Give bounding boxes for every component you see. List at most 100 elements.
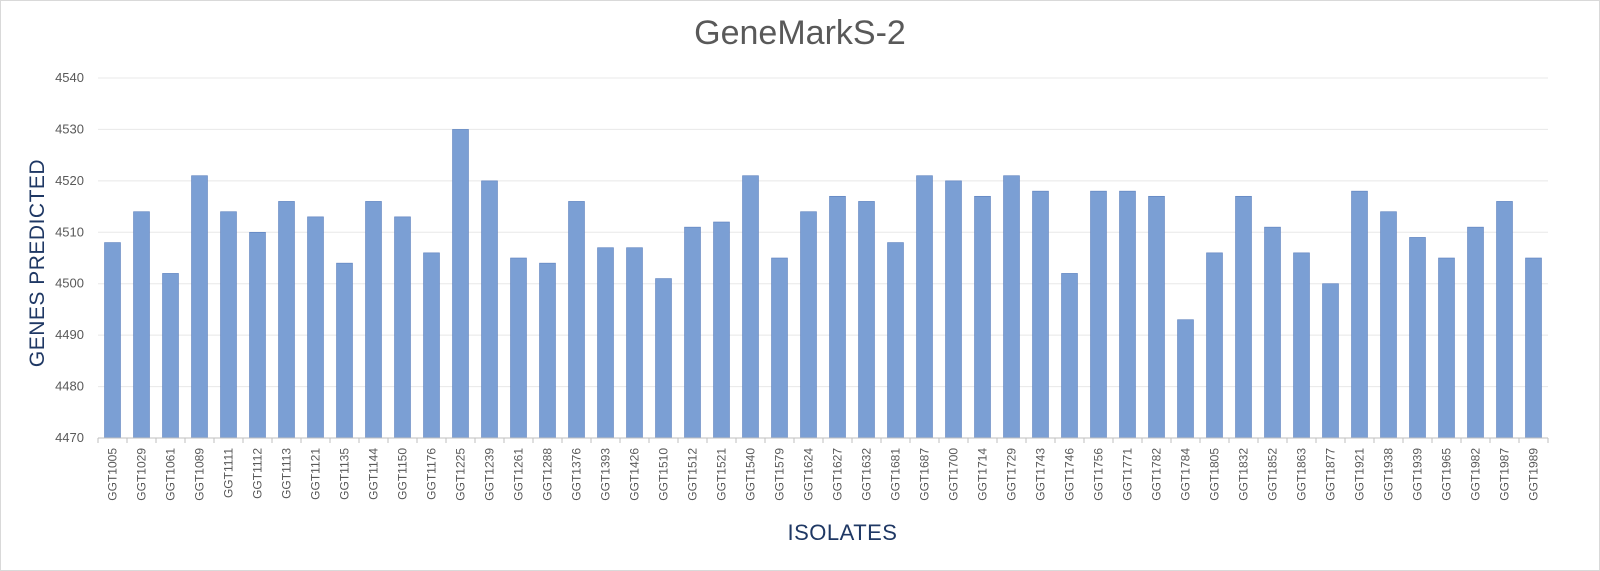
x-tick-label: GGT1852 bbox=[1266, 448, 1280, 501]
x-tick-label: GGT1029 bbox=[135, 448, 149, 501]
bar-ggt1965 bbox=[1438, 257, 1455, 439]
x-tick-label: GGT1681 bbox=[889, 448, 903, 501]
x-tick-label: GGT1784 bbox=[1179, 448, 1193, 501]
bar-ggt1150 bbox=[394, 216, 411, 439]
x-tick-label: GGT1938 bbox=[1382, 448, 1396, 501]
x-tick-label: GGT1512 bbox=[686, 448, 700, 501]
x-tick-label: GGT1111 bbox=[222, 448, 236, 498]
bar-ggt1225 bbox=[452, 129, 469, 439]
bar-ggt1239 bbox=[481, 180, 498, 439]
chart-title: GeneMarkS-2 bbox=[694, 14, 906, 52]
x-tick-label: GGT1687 bbox=[918, 448, 932, 501]
bar-ggt1782 bbox=[1148, 195, 1165, 439]
x-tick-label: GGT1144 bbox=[367, 448, 381, 500]
x-tick-label: GGT1521 bbox=[715, 448, 729, 501]
bar-ggt1989 bbox=[1525, 257, 1542, 439]
x-tick-label: GGT1632 bbox=[860, 448, 874, 501]
bar-ggt1288 bbox=[539, 262, 556, 439]
x-tick-label: GGT1121 bbox=[309, 448, 323, 500]
axes: 4470 4480 4490 4500 4510 4520 4530 4540 GGT1005 G… bbox=[55, 70, 1549, 501]
bar-ggt1627 bbox=[829, 195, 846, 439]
bar-ggt1756 bbox=[1090, 190, 1107, 439]
bar-ggt1061 bbox=[162, 273, 179, 439]
bar-ggt1393 bbox=[597, 247, 614, 439]
bar-ggt1176 bbox=[423, 252, 440, 439]
bar-ggt1784 bbox=[1177, 319, 1194, 439]
x-tick-label: GGT1579 bbox=[773, 448, 787, 501]
x-tick-label: GGT1729 bbox=[1005, 448, 1019, 501]
x-tick-label: GGT1743 bbox=[1034, 448, 1048, 501]
x-tick-label: GGT1239 bbox=[483, 448, 497, 501]
bar-ggt1771 bbox=[1119, 190, 1136, 439]
x-tick-label: GGT1112 bbox=[251, 448, 265, 499]
bar-ggt1687 bbox=[916, 175, 933, 439]
bar-ggt1005 bbox=[104, 242, 121, 439]
bars bbox=[104, 129, 1542, 439]
x-tick-label: GGT1877 bbox=[1324, 448, 1338, 501]
x-tick-label: GGT1510 bbox=[657, 448, 671, 501]
bar-ggt1681 bbox=[887, 242, 904, 439]
x-tick-label: GGT1089 bbox=[193, 448, 207, 501]
bar-ggt1540 bbox=[742, 175, 759, 439]
x-tick-label: GGT1376 bbox=[570, 448, 584, 501]
bar-ggt1089 bbox=[191, 175, 208, 439]
y-tick-label: 4540 bbox=[55, 70, 84, 85]
bar-ggt1852 bbox=[1264, 226, 1281, 439]
bar-ggt1135 bbox=[336, 262, 353, 439]
x-tick-label: GGT1987 bbox=[1498, 448, 1512, 501]
x-tick-label: GGT1982 bbox=[1469, 448, 1483, 501]
x-tick-label: GGT1225 bbox=[454, 448, 468, 501]
x-tick-label: GGT1965 bbox=[1440, 448, 1454, 501]
bar-ggt1144 bbox=[365, 201, 382, 439]
x-tick-label: GGT1805 bbox=[1208, 448, 1222, 501]
bar-ggt1113 bbox=[278, 201, 295, 439]
x-tick-label: GGT1746 bbox=[1063, 448, 1077, 501]
bar-ggt1746 bbox=[1061, 273, 1078, 439]
bar-ggt1521 bbox=[713, 221, 730, 439]
y-tick-label: 4500 bbox=[55, 276, 84, 291]
x-tick-label: GGT1782 bbox=[1150, 448, 1164, 501]
bar-ggt1832 bbox=[1235, 195, 1252, 439]
x-tick-label: GGT1061 bbox=[164, 448, 178, 501]
x-tick-label: GGT1989 bbox=[1527, 448, 1541, 501]
bar-ggt1376 bbox=[568, 201, 585, 439]
bar-ggt1987 bbox=[1496, 201, 1513, 439]
x-tick-label: GGT1426 bbox=[628, 448, 642, 501]
x-tick-label: GGT1393 bbox=[599, 448, 613, 501]
bar-ggt1743 bbox=[1032, 190, 1049, 439]
bar-ggt1426 bbox=[626, 247, 643, 439]
bar-ggt1261 bbox=[510, 257, 527, 439]
bar-ggt1512 bbox=[684, 226, 701, 439]
y-tick-label: 4490 bbox=[55, 327, 84, 342]
y-tick-label: 4520 bbox=[55, 173, 84, 188]
x-tick-label: GGT1135 bbox=[338, 448, 352, 500]
bar-ggt1877 bbox=[1322, 283, 1339, 439]
x-tick-label: GGT1261 bbox=[512, 448, 526, 501]
x-tick-label: GGT1921 bbox=[1353, 448, 1367, 501]
bar-ggt1579 bbox=[771, 257, 788, 439]
x-axis-title: ISOLATES bbox=[787, 520, 898, 545]
x-tick-label: GGT1939 bbox=[1411, 448, 1425, 501]
bar-ggt1111 bbox=[220, 211, 237, 439]
x-tick-label: GGT1627 bbox=[831, 448, 845, 501]
bar-ggt1700 bbox=[945, 180, 962, 439]
x-tick-label: GGT1624 bbox=[802, 448, 816, 501]
x-tick-label: GGT1288 bbox=[541, 448, 555, 501]
y-tick-label: 4510 bbox=[55, 224, 84, 239]
bar-ggt1510 bbox=[655, 278, 672, 439]
bar-ggt1714 bbox=[974, 195, 991, 439]
bar-ggt1632 bbox=[858, 201, 875, 439]
bar-ggt1921 bbox=[1351, 190, 1368, 439]
bar-ggt1624 bbox=[800, 211, 817, 439]
y-tick-label: 4480 bbox=[55, 379, 84, 394]
y-tick-label: 4470 bbox=[55, 430, 84, 445]
bar-ggt1029 bbox=[133, 211, 150, 439]
x-tick-label: GGT1771 bbox=[1121, 448, 1135, 501]
x-tick-label: GGT1005 bbox=[106, 448, 120, 501]
x-tick-label: GGT1113 bbox=[280, 448, 294, 499]
x-tick-label: GGT1832 bbox=[1237, 448, 1251, 501]
x-tick-label: GGT1700 bbox=[947, 448, 961, 501]
bar-ggt1939 bbox=[1409, 237, 1426, 439]
y-tick-label: 4530 bbox=[55, 121, 84, 136]
